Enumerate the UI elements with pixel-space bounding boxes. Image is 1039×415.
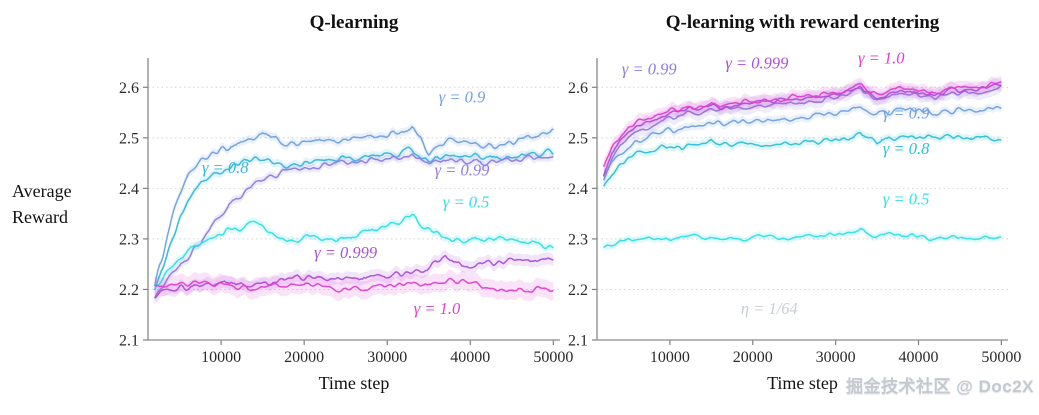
- curve-label: γ = 0.8: [883, 139, 930, 158]
- left-panel-title: Q-learning: [309, 12, 399, 33]
- series-line-gamma=0.8: [602, 131, 1002, 187]
- x-tick-label: 30000: [816, 349, 856, 366]
- x-tick-label: 20000: [733, 349, 773, 366]
- curve-label: γ = 1.0: [858, 49, 905, 68]
- confidence-band-gamma=0.5: [603, 225, 1002, 252]
- x-tick-label: 40000: [899, 349, 939, 366]
- series-line-gamma=0.999: [602, 83, 1002, 176]
- curve-label: γ = 0.8: [202, 158, 249, 177]
- curve-label: γ = 0.9: [439, 87, 486, 106]
- series-line-gamma=0.99: [602, 85, 1002, 177]
- y-tick-label: 2.2: [119, 282, 139, 299]
- curve-label: γ = 0.99: [435, 161, 490, 180]
- series-line-gamma=1.0: [602, 81, 1002, 167]
- x-tick-label: 10000: [650, 349, 690, 366]
- y-tick-label: 2.1: [568, 333, 588, 350]
- curve-label: γ = 1.0: [414, 299, 461, 318]
- y-tick-label: 2.5: [119, 130, 139, 147]
- y-axis-label: Average Reward: [12, 178, 72, 230]
- series-line-gamma=0.5: [603, 227, 1002, 249]
- x-tick-label: 50000: [533, 349, 573, 366]
- series-line-gamma=0.9: [602, 105, 1002, 181]
- y-tick-label: 2.6: [568, 80, 588, 97]
- confidence-band-gamma=0.9: [603, 102, 1002, 185]
- confidence-band-gamma=1.0: [154, 269, 554, 302]
- curve-label: γ = 0.9: [883, 104, 930, 123]
- right-panel-title: Q-learning with reward centering: [665, 12, 940, 33]
- left-x-axis-label: Time step: [318, 373, 390, 393]
- y-tick-label: 2.3: [119, 231, 139, 248]
- y-tick-label: 2.6: [119, 80, 139, 97]
- curve-label: γ = 0.5: [443, 193, 490, 212]
- series-line-gamma=0.8: [153, 146, 554, 291]
- x-tick-label: 30000: [367, 349, 407, 366]
- curve-label: γ = 0.99: [622, 60, 677, 79]
- x-tick-label: 10000: [201, 349, 241, 366]
- y-tick-label: 2.3: [568, 231, 588, 248]
- y-tick-label: 2.2: [568, 282, 588, 299]
- x-tick-label: 50000: [981, 349, 1021, 366]
- curve-label: η = 1/64: [741, 299, 798, 318]
- curve-label: γ = 0.999: [314, 243, 377, 262]
- x-tick-label: 40000: [450, 349, 490, 366]
- y-tick-label: 2.1: [119, 333, 139, 350]
- right-x-axis-label: Time step: [767, 373, 838, 393]
- y-axis-label-line2: Reward: [12, 207, 68, 228]
- y-tick-label: 2.5: [568, 130, 588, 147]
- y-tick-label: 2.4: [119, 181, 139, 198]
- x-tick-label: 20000: [284, 349, 324, 366]
- series-line-gamma=0.999: [154, 254, 554, 299]
- y-tick-label: 2.4: [568, 181, 588, 198]
- watermark: 掘金技术社区 @ Doc2X: [846, 377, 1034, 396]
- confidence-band-gamma=0.999: [603, 78, 1002, 182]
- confidence-band-gamma=1.0: [603, 76, 1002, 173]
- curve-label: γ = 0.999: [725, 54, 788, 73]
- y-axis-label-line1: Average: [12, 181, 72, 201]
- series-line-gamma=0.5: [154, 213, 554, 289]
- series-line-gamma=0.9: [153, 125, 554, 287]
- curve-label: γ = 0.5: [883, 190, 930, 209]
- series-line-gamma=1.0: [154, 277, 554, 293]
- series-line-gamma=0.99: [153, 153, 554, 299]
